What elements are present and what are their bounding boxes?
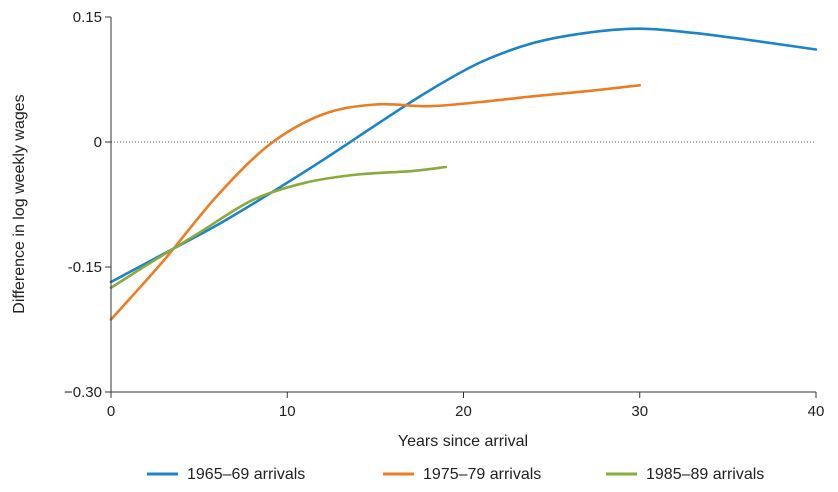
series-line-2 xyxy=(109,84,642,321)
y-axis-ticks: 0.15 0 -0.15 −0.30 xyxy=(64,9,111,401)
legend: 1965–69 arrivals 1975–79 arrivals 1985–89 … xyxy=(147,466,764,483)
x-tick-label: 40 xyxy=(808,403,825,420)
legend-label: 1975–79 arrivals xyxy=(423,466,541,483)
x-tick-label: 10 xyxy=(279,403,296,420)
y-tick-label: −0.30 xyxy=(64,384,102,401)
x-tick-label: 30 xyxy=(631,403,648,420)
y-tick-label: 0 xyxy=(94,134,102,151)
plot-lines xyxy=(109,27,818,321)
series-line-3 xyxy=(109,165,448,290)
legend-label: 1965–69 arrivals xyxy=(187,466,305,483)
x-tick-label: 0 xyxy=(107,403,115,420)
legend-label: 1985–89 arrivals xyxy=(646,466,764,483)
series-line-1 xyxy=(109,27,818,284)
x-tick-label: 20 xyxy=(455,403,472,420)
x-axis-title: Years since arrival xyxy=(398,433,528,450)
x-axis-ticks: 0 10 20 30 40 xyxy=(107,392,825,420)
y-tick-label: -0.15 xyxy=(68,259,102,276)
y-axis-title: Difference in log weekly wages xyxy=(11,94,28,313)
y-tick-label: 0.15 xyxy=(73,9,102,26)
